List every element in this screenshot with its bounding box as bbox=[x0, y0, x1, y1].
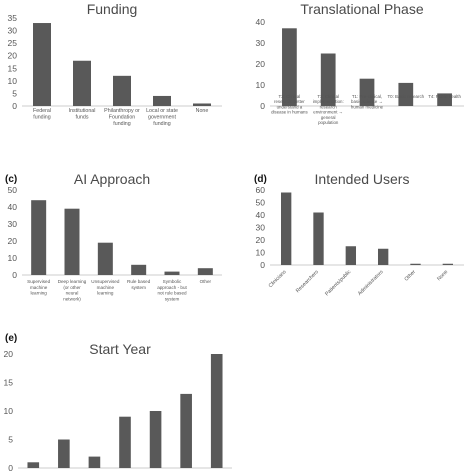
category-label: T0: Basic research bbox=[387, 94, 424, 99]
category-label: Deep learning (or other neural network) bbox=[58, 279, 87, 301]
bar bbox=[33, 23, 51, 106]
y-tick-label: 10 bbox=[4, 406, 14, 416]
bar bbox=[280, 192, 292, 265]
bar bbox=[113, 75, 131, 106]
y-tick-label: 40 bbox=[256, 210, 266, 220]
bar bbox=[320, 53, 336, 106]
chart-title: Start Year bbox=[89, 341, 151, 357]
bar bbox=[64, 208, 80, 275]
bar bbox=[282, 28, 297, 106]
y-tick-label: 20 bbox=[4, 349, 14, 359]
y-tick-label: 40 bbox=[8, 202, 18, 212]
category-label: T1: Pre-clinical, basic science → human me… bbox=[351, 94, 384, 109]
y-tick-label: 0 bbox=[260, 260, 265, 270]
category-label: None bbox=[196, 108, 209, 114]
chart-title: Funding bbox=[87, 1, 138, 17]
bar bbox=[97, 242, 113, 275]
bar bbox=[180, 393, 192, 468]
chart-title: Translational Phase bbox=[300, 1, 423, 17]
y-tick-label: 35 bbox=[8, 13, 18, 23]
bar bbox=[210, 354, 223, 468]
bar bbox=[153, 95, 171, 106]
y-tick-label: 20 bbox=[256, 59, 266, 69]
category-label: Supervised machine learning bbox=[27, 279, 50, 296]
category-label: Federal funding bbox=[33, 108, 51, 121]
chart-panel-2: Translational Phase 0 10 20 30 40 T2: Clinical… bbox=[256, 1, 464, 125]
bar bbox=[359, 78, 375, 106]
category-label: Administrators bbox=[357, 269, 385, 297]
category-label: Researchers bbox=[295, 269, 320, 294]
panel-label: (d) bbox=[254, 174, 267, 185]
chart-panel-3: (c) AI Approach 0 10 20 30 40 50 Supervised machi… bbox=[5, 171, 222, 301]
bar bbox=[313, 212, 324, 265]
y-tick-label: 25 bbox=[8, 38, 18, 48]
bar bbox=[31, 200, 47, 275]
y-tick-label: 10 bbox=[256, 248, 266, 258]
y-tick-label: 50 bbox=[256, 198, 266, 208]
bar bbox=[345, 246, 357, 265]
category-label: T2: Clinical research: better understand a… bbox=[271, 94, 308, 115]
panel-label: (c) bbox=[5, 174, 17, 185]
bar bbox=[437, 93, 452, 106]
bar bbox=[398, 82, 414, 106]
category-label: T3: Clinical implementation: research envir… bbox=[313, 94, 344, 125]
bar bbox=[164, 271, 180, 275]
category-label: Local or state government funding bbox=[146, 108, 178, 127]
bar bbox=[119, 416, 131, 468]
y-tick-label: 30 bbox=[256, 223, 266, 233]
y-tick-label: 0 bbox=[12, 101, 17, 111]
y-tick-label: 50 bbox=[8, 185, 18, 195]
category-label: Institutional funds bbox=[69, 108, 96, 121]
y-tick-label: 60 bbox=[256, 185, 266, 195]
bar bbox=[73, 60, 91, 106]
y-tick-label: 30 bbox=[8, 219, 18, 229]
y-tick-label: 15 bbox=[8, 63, 18, 73]
y-tick-label: 30 bbox=[8, 26, 18, 36]
bar bbox=[410, 263, 421, 265]
chart-title: Intended Users bbox=[315, 171, 410, 187]
y-tick-label: 20 bbox=[8, 51, 18, 61]
bar bbox=[442, 263, 454, 265]
y-tick-label: 15 bbox=[4, 378, 14, 388]
y-tick-label: 10 bbox=[8, 253, 18, 263]
category-label: Philanthropy or Foundation funding bbox=[104, 108, 140, 127]
y-tick-label: 5 bbox=[12, 88, 17, 98]
category-label: Unsupervised machine learning bbox=[91, 279, 120, 296]
y-tick-label: 10 bbox=[256, 80, 266, 90]
category-label: Clinicians bbox=[268, 269, 288, 289]
chart-panel-1: Funding 0 5 10 15 20 25 30 35 Federal funding Insti… bbox=[8, 1, 222, 127]
bar bbox=[131, 264, 147, 275]
y-tick-label: 0 bbox=[12, 270, 17, 280]
y-tick-label: 30 bbox=[256, 38, 266, 48]
chart-panel-4: (d) Intended Users 0 10 20 30 40 50 60 Clinicians… bbox=[254, 171, 464, 297]
y-tick-label: 20 bbox=[8, 236, 18, 246]
category-label: Rule based system bbox=[127, 279, 151, 290]
chart-title: AI Approach bbox=[74, 171, 150, 187]
category-label: Symbolic approach - but not rule based syst… bbox=[157, 279, 187, 301]
y-tick-label: 20 bbox=[256, 235, 266, 245]
category-label: Other bbox=[200, 279, 212, 284]
panel-label: (e) bbox=[5, 333, 17, 344]
bar bbox=[197, 268, 213, 275]
y-tick-label: 40 bbox=[256, 17, 266, 27]
category-label: None bbox=[436, 269, 449, 282]
y-tick-label: 0 bbox=[8, 463, 13, 473]
bar bbox=[27, 462, 40, 468]
chart-panel-5: (e) Start Year 0 5 10 15 20 bbox=[4, 333, 232, 473]
bar bbox=[193, 103, 211, 106]
category-label: T4: Public health bbox=[428, 94, 461, 99]
bar bbox=[58, 439, 70, 468]
y-tick-label: 0 bbox=[260, 101, 265, 111]
bar bbox=[88, 456, 101, 468]
y-tick-label: 5 bbox=[8, 435, 13, 445]
category-label: Patients/public bbox=[324, 269, 352, 297]
bar bbox=[149, 411, 162, 468]
bar bbox=[377, 248, 389, 265]
y-tick-label: 10 bbox=[8, 76, 18, 86]
category-label: Other bbox=[403, 269, 417, 283]
